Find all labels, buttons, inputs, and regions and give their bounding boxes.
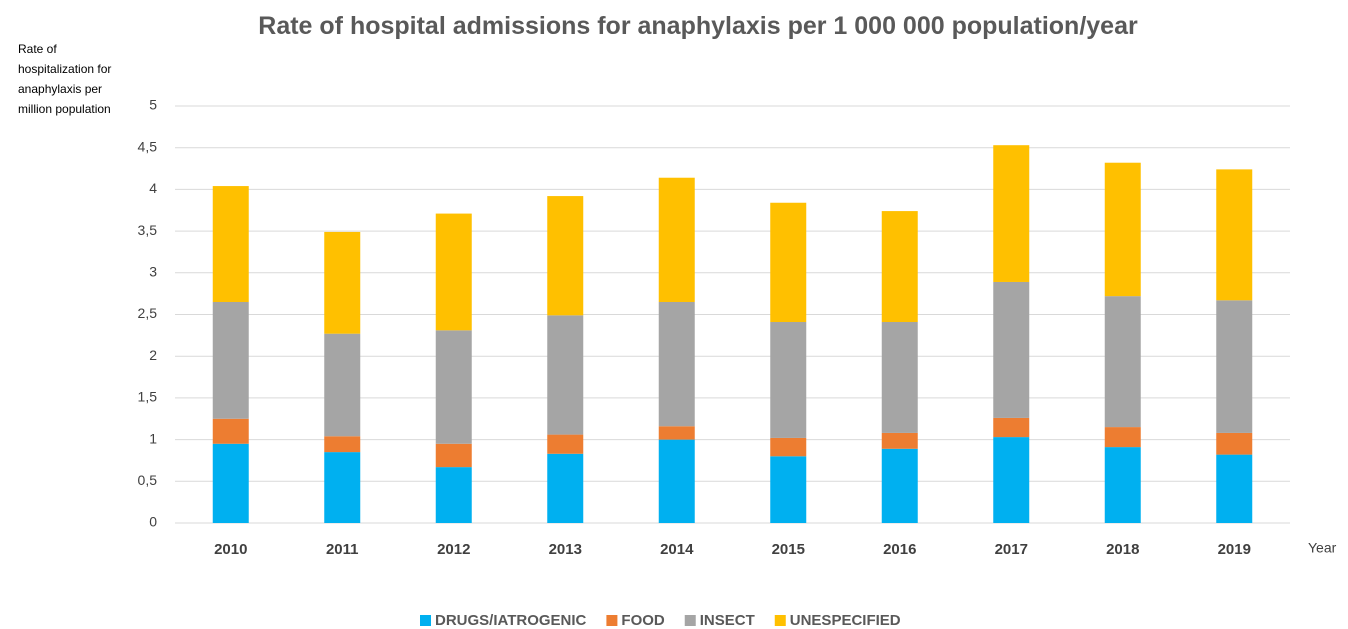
y-tick-label: 0: [149, 514, 157, 530]
bar-segment: [658, 177, 695, 302]
y-tick-label: 2,5: [138, 305, 158, 321]
bar-segment: [881, 322, 918, 433]
bar-segment: [435, 467, 472, 523]
y-tick-label: 4: [149, 180, 157, 196]
bar-segment: [770, 202, 807, 323]
bar-segment: [658, 301, 695, 427]
x-tick-label: 2017: [995, 541, 1028, 558]
y-tick-label: 4,5: [138, 138, 158, 154]
bar-segment: [547, 453, 584, 523]
x-tick-label: 2018: [1106, 541, 1139, 558]
x-tick-label: 2014: [660, 541, 694, 558]
x-tick-label: 2016: [883, 541, 916, 558]
x-axis-label: Year: [1308, 540, 1337, 556]
y-axis-label: anaphylaxis per: [18, 82, 102, 96]
x-tick-label: 2010: [214, 541, 247, 558]
bar-segment: [881, 432, 918, 449]
legend-label: INSECT: [700, 612, 755, 629]
bar-segment: [1104, 427, 1141, 448]
y-axis-label: million population: [18, 102, 111, 116]
bar-segment: [547, 315, 584, 435]
y-tick-label: 5: [149, 97, 157, 113]
bar-segment: [770, 322, 807, 438]
y-tick-label: 3: [149, 264, 157, 280]
y-tick-label: 3,5: [138, 222, 158, 238]
bar-segment: [435, 330, 472, 444]
bar-segment: [993, 417, 1030, 438]
x-tick-label: 2012: [437, 541, 470, 558]
bar-segment: [212, 301, 249, 419]
bar-segment: [1104, 162, 1141, 297]
bar-segment: [435, 213, 472, 331]
y-tick-label: 0,5: [138, 472, 158, 488]
bar-segment: [212, 186, 249, 302]
y-tick-label: 2: [149, 347, 157, 363]
bar-segment: [547, 196, 584, 316]
y-axis-label: hospitalization for: [18, 62, 111, 76]
legend-label: DRUGS/IATROGENIC: [435, 612, 587, 629]
bar-segment: [1216, 432, 1253, 455]
legend-swatch: [606, 615, 618, 626]
y-tick-label: 1,5: [138, 389, 158, 405]
bar-segment: [658, 426, 695, 440]
legend-swatch: [684, 615, 696, 626]
chart-title: Rate of hospital admissions for anaphyla…: [258, 12, 1138, 40]
bar-segment: [212, 418, 249, 444]
bar-segment: [770, 456, 807, 523]
legend-swatch: [774, 615, 786, 626]
bar-segment: [324, 452, 361, 523]
legend-label: UNESPECIFIED: [790, 612, 901, 629]
bar-segment: [324, 333, 361, 437]
x-tick-label: 2019: [1218, 541, 1251, 558]
bar-segment: [881, 448, 918, 523]
y-axis-label: Rate of: [18, 42, 57, 56]
bar-segment: [993, 437, 1030, 523]
x-tick-label: 2011: [326, 541, 359, 558]
bar-segment: [324, 231, 361, 334]
bar-segment: [658, 439, 695, 523]
x-tick-label: 2013: [549, 541, 582, 558]
bar-segment: [547, 434, 584, 454]
bar-segment: [1216, 300, 1253, 433]
x-tick-label: 2015: [772, 541, 805, 558]
bar-segment: [881, 211, 918, 323]
bar-segment: [212, 443, 249, 523]
bar-segment: [1104, 447, 1141, 523]
legend-swatch: [420, 615, 431, 626]
legend-label: FOOD: [621, 612, 664, 629]
bar-segment: [770, 437, 807, 457]
bar-segment: [1216, 454, 1253, 523]
bar-segment: [993, 281, 1030, 418]
bar-segment: [1104, 296, 1141, 428]
bar-segment: [324, 436, 361, 453]
bar-segment: [1216, 169, 1253, 301]
bar-segment: [435, 443, 472, 468]
bar-segment: [993, 145, 1030, 282]
y-tick-label: 1: [149, 430, 157, 446]
